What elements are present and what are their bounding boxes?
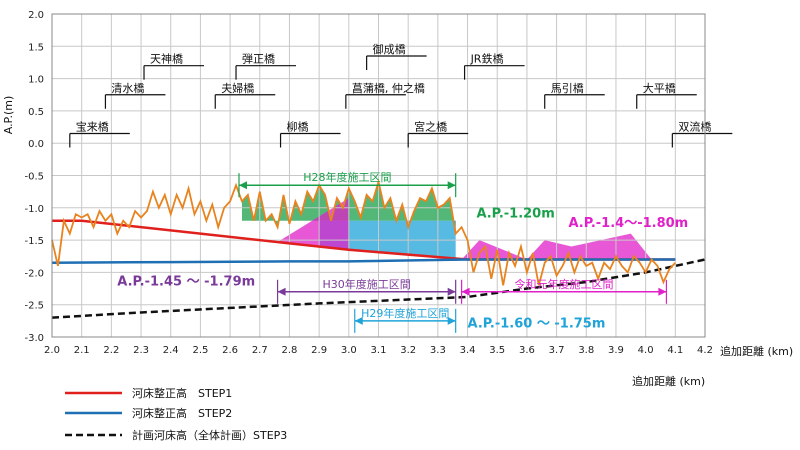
y-tick-label: -2.0 [24, 268, 44, 279]
x-tick-label: 2.0 [44, 345, 60, 356]
bridge-label: 柳橋 [287, 120, 309, 134]
x-tick-label: 2.1 [74, 345, 90, 356]
x-tick-label: 3.0 [341, 345, 357, 356]
x-tick-label: 3.6 [519, 345, 535, 356]
region-arrow-head [238, 181, 247, 190]
bridge-label: 菖蒲橋, 仲之橋 [352, 81, 425, 95]
x-tick-label: 3.5 [489, 345, 505, 356]
construction-regions: H28年度施工区間 H30年度施工区間 H29年度施工区間 令和元年度施工区間 [238, 170, 668, 333]
bridge-label: 宝来橋 [76, 120, 109, 134]
fill-area-h30 [277, 198, 349, 250]
x-tick-label: 4.0 [638, 345, 654, 356]
x-tick-label: 3.9 [608, 345, 624, 356]
legend-label: 計画河床高（全体計画）STEP3 [132, 428, 287, 442]
region-label: H28年度施工区間 [303, 170, 391, 184]
bridge-label: 清水橋 [111, 81, 144, 95]
y-tick-label: 0.0 [28, 139, 44, 150]
x-tick-label: 2.8 [282, 345, 298, 356]
region-arrow-head [658, 287, 667, 296]
annotation-label: A.P.-1.4～-1.80m [568, 216, 688, 231]
region-arrow-head [461, 287, 470, 296]
x-tick-label: 3.3 [430, 345, 446, 356]
annotations: A.P.-1.20m A.P.-1.4～-1.80m A.P.-1.45 ～ -1.… [117, 206, 688, 331]
region-arrow-head [354, 316, 363, 325]
plot-frame [51, 13, 706, 338]
bridge-label: 宮之橋 [414, 120, 447, 134]
series-line-3 [51, 178, 676, 286]
axes: 2.0 2.1 2.2 2.3 2.4 2.5 2.6 2.7 2.8 2.9 3.0 3.1 3.2 3… [24, 10, 712, 356]
region-arrow-head [447, 181, 456, 190]
bridge-label: JR鉄橋 [470, 52, 504, 66]
bridge-label: 大平橋 [643, 81, 676, 95]
annotation-label: A.P.-1.45 ～ -1.79m [117, 274, 255, 289]
series-lines [51, 178, 706, 319]
bridge-label: 夫婦橋 [221, 81, 254, 95]
y-axis-label: A.P.(m) [2, 96, 15, 135]
y-tick-label: -3.0 [24, 333, 44, 344]
x-tick-label: 3.7 [549, 345, 565, 356]
x-tick-label: 3.8 [578, 345, 594, 356]
x-tick-label: 2.3 [133, 345, 149, 356]
region-label: 令和元年度施工区間 [515, 277, 614, 291]
x-tick-label: 2.4 [163, 345, 179, 356]
bridge-label: 双流橋 [678, 120, 711, 134]
y-tick-label: -1.5 [24, 236, 44, 247]
legend-label: 河床整正高 STEP1 [132, 386, 232, 400]
x-tick-label: 2.6 [222, 345, 238, 356]
x-tick-label: 4.1 [667, 345, 683, 356]
annotation-label: A.P.-1.60 ～ -1.75m [468, 316, 606, 331]
x-axis-label: 追加距離 (km) [720, 344, 793, 358]
x-tick-label: 3.1 [371, 345, 387, 356]
legend-label: 河床整正高 STEP2 [132, 406, 232, 420]
series-line-2 [51, 258, 706, 319]
x-tick-label: 2.5 [192, 345, 208, 356]
region-arrow-head [447, 287, 456, 296]
y-tick-label: 1.5 [28, 42, 44, 53]
annotation-label: A.P.-1.20m [476, 206, 554, 221]
y-tick-label: -2.5 [24, 301, 44, 312]
bridge-label: 天神橋 [150, 52, 183, 66]
region-arrow-head [447, 316, 456, 325]
x-tick-label: 4.2 [697, 345, 713, 356]
series-line-1 [51, 258, 676, 264]
x-tick-label: 3.2 [400, 345, 416, 356]
y-tick-label: 1.0 [28, 75, 44, 86]
region-label: H30年度施工区間 [322, 277, 410, 291]
x-tick-label: 2.7 [252, 345, 268, 356]
legend: 河床整正高 STEP1 河床整正高 STEP2 計画河床高（全体計画）STEP3 [65, 386, 287, 442]
y-tick-label: 2.0 [28, 10, 44, 21]
x-tick-label: 2.9 [311, 345, 327, 356]
region-label: H29年度施工区間 [361, 306, 449, 320]
bridge-label: 御成橋 [373, 42, 406, 56]
x-tick-label: 3.4 [460, 345, 476, 356]
y-tick-label: -1.0 [24, 204, 44, 215]
region-arrow-head [277, 287, 286, 296]
x-tick-label: 2.2 [103, 345, 119, 356]
y-tick-label: -0.5 [24, 172, 44, 183]
x-axis-label-below: 追加距離 (km) [632, 374, 705, 388]
y-tick-label: 0.5 [28, 107, 44, 118]
bridge-label: 馬引橋 [551, 81, 584, 95]
bridge-label: 弾正橋 [242, 52, 275, 66]
